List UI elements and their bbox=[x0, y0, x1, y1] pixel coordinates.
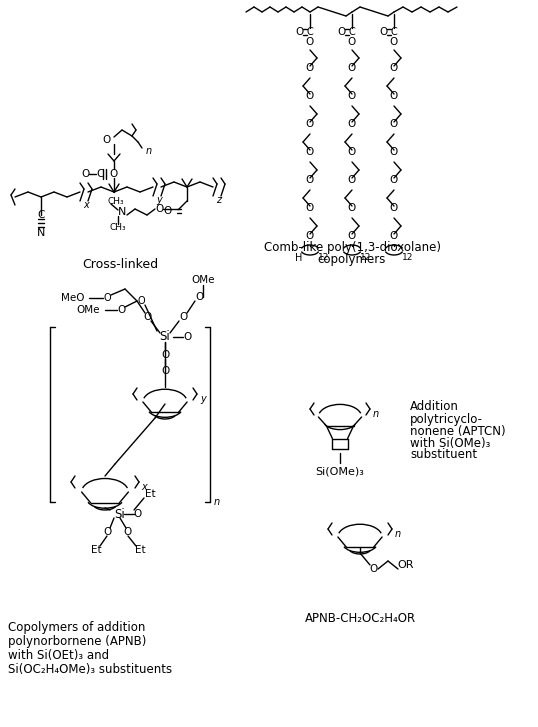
Text: O: O bbox=[103, 527, 111, 537]
Text: Et: Et bbox=[134, 545, 145, 555]
Text: O: O bbox=[348, 203, 356, 213]
Text: O: O bbox=[390, 119, 398, 129]
Text: C: C bbox=[349, 27, 356, 37]
Text: copolymers: copolymers bbox=[318, 254, 386, 267]
Text: Addition: Addition bbox=[410, 401, 459, 414]
Text: n: n bbox=[214, 497, 220, 507]
Text: Si: Si bbox=[114, 507, 125, 521]
Text: O: O bbox=[306, 231, 314, 241]
Text: O: O bbox=[390, 231, 398, 241]
Text: n: n bbox=[146, 146, 152, 156]
Text: O: O bbox=[306, 175, 314, 185]
Text: Si(OMe)₃: Si(OMe)₃ bbox=[316, 466, 364, 476]
Text: O: O bbox=[338, 27, 346, 37]
Text: substituent: substituent bbox=[410, 449, 477, 462]
Text: with Si(OEt)₃ and: with Si(OEt)₃ and bbox=[8, 648, 109, 662]
Text: O: O bbox=[81, 169, 89, 179]
Text: O: O bbox=[110, 169, 118, 179]
Text: x: x bbox=[83, 200, 89, 210]
Text: O: O bbox=[296, 27, 304, 37]
Text: O: O bbox=[390, 63, 398, 73]
Text: O: O bbox=[370, 564, 378, 574]
Text: y: y bbox=[156, 195, 162, 205]
Text: polytricyclo-: polytricyclo- bbox=[410, 412, 483, 425]
Text: 12: 12 bbox=[360, 254, 371, 262]
Text: C: C bbox=[96, 169, 104, 179]
Text: O: O bbox=[103, 135, 111, 145]
Text: O: O bbox=[163, 206, 171, 216]
Text: O: O bbox=[124, 527, 132, 537]
Text: APNB-CH₂OC₂H₄OR: APNB-CH₂OC₂H₄OR bbox=[305, 613, 415, 625]
Text: O: O bbox=[348, 119, 356, 129]
Text: O: O bbox=[195, 292, 203, 302]
Text: O: O bbox=[144, 312, 152, 322]
Text: O: O bbox=[380, 27, 388, 37]
Text: CH₃: CH₃ bbox=[108, 196, 125, 206]
Text: n: n bbox=[373, 409, 379, 419]
Text: O: O bbox=[306, 63, 314, 73]
Text: O: O bbox=[155, 204, 163, 214]
Text: Cross-linked: Cross-linked bbox=[82, 259, 158, 271]
Text: O: O bbox=[306, 119, 314, 129]
Text: OMe: OMe bbox=[76, 305, 100, 315]
Text: O: O bbox=[348, 147, 356, 157]
Text: Et: Et bbox=[145, 489, 155, 499]
Text: Si: Si bbox=[160, 331, 171, 343]
Text: O: O bbox=[348, 231, 356, 241]
Text: Comb-like poly(1,3-dioxolane): Comb-like poly(1,3-dioxolane) bbox=[264, 241, 441, 254]
Text: O: O bbox=[183, 332, 191, 342]
Text: O: O bbox=[161, 350, 169, 360]
Text: O: O bbox=[103, 293, 111, 303]
Text: polynorbornene (APNB): polynorbornene (APNB) bbox=[8, 635, 146, 648]
Text: with Si(OMe)₃: with Si(OMe)₃ bbox=[410, 436, 490, 449]
Text: OR: OR bbox=[398, 560, 414, 570]
Text: C: C bbox=[37, 210, 45, 220]
Text: OMe: OMe bbox=[191, 275, 215, 285]
Text: O: O bbox=[306, 37, 314, 47]
Text: O: O bbox=[306, 91, 314, 101]
Text: O: O bbox=[390, 91, 398, 101]
Text: O: O bbox=[348, 91, 356, 101]
Text: N: N bbox=[118, 207, 126, 217]
Text: O: O bbox=[390, 147, 398, 157]
Text: n: n bbox=[395, 529, 401, 539]
Text: 12: 12 bbox=[318, 254, 329, 262]
Text: Et: Et bbox=[91, 545, 101, 555]
Text: O: O bbox=[117, 305, 125, 315]
Text: z: z bbox=[216, 195, 221, 205]
Text: CH₃: CH₃ bbox=[110, 223, 126, 233]
Text: O: O bbox=[161, 366, 169, 376]
Text: O: O bbox=[134, 509, 142, 519]
Text: C: C bbox=[391, 27, 398, 37]
Text: MeO: MeO bbox=[61, 293, 85, 303]
Text: O: O bbox=[137, 296, 145, 306]
Text: H: H bbox=[295, 253, 302, 263]
Text: Si(OC₂H₄OMe)₃ substituents: Si(OC₂H₄OMe)₃ substituents bbox=[8, 662, 172, 675]
Text: O: O bbox=[179, 312, 187, 322]
Text: y: y bbox=[200, 394, 206, 404]
Text: N: N bbox=[37, 228, 45, 238]
Text: O: O bbox=[390, 37, 398, 47]
Text: Copolymers of addition: Copolymers of addition bbox=[8, 621, 145, 633]
Text: nonene (APTCN): nonene (APTCN) bbox=[410, 425, 506, 438]
Text: C: C bbox=[307, 27, 313, 37]
Text: O: O bbox=[306, 203, 314, 213]
Text: O: O bbox=[348, 37, 356, 47]
Text: x: x bbox=[141, 482, 147, 492]
Text: O: O bbox=[306, 147, 314, 157]
Text: O: O bbox=[390, 203, 398, 213]
Text: O: O bbox=[348, 63, 356, 73]
Text: O: O bbox=[390, 175, 398, 185]
Text: O: O bbox=[348, 175, 356, 185]
Text: 12: 12 bbox=[402, 254, 413, 262]
